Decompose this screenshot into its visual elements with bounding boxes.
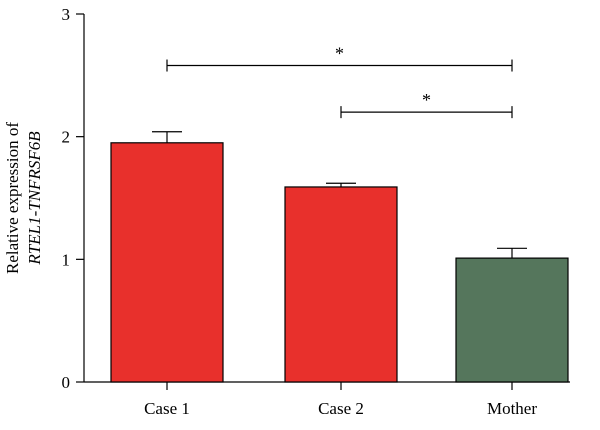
x-tick-label: Mother [487, 399, 537, 418]
significance-group: ** [166, 44, 513, 119]
y-axis-label-line2: RTEL1-TNFRSF6B [25, 131, 44, 266]
y-axis: 0 1 2 3 [62, 5, 85, 392]
y-tick-label: 0 [62, 373, 71, 392]
x-tick-label: Case 1 [144, 399, 190, 418]
x-axis: Case 1 Case 2 Mother [84, 381, 570, 418]
significance-star: * [422, 90, 431, 110]
bars-group [110, 142, 569, 383]
bar-mother [455, 257, 569, 383]
error-bars-group [152, 131, 527, 259]
x-tick-label: Case 2 [318, 399, 364, 418]
y-tick-label: 2 [62, 128, 71, 147]
y-axis-label-line1: Relative expression of [3, 122, 22, 274]
significance-star: * [335, 44, 344, 64]
bar-case-1 [110, 142, 224, 383]
y-tick-label: 1 [62, 250, 71, 269]
bar-case-2 [284, 186, 398, 383]
y-tick-label: 3 [62, 5, 71, 24]
